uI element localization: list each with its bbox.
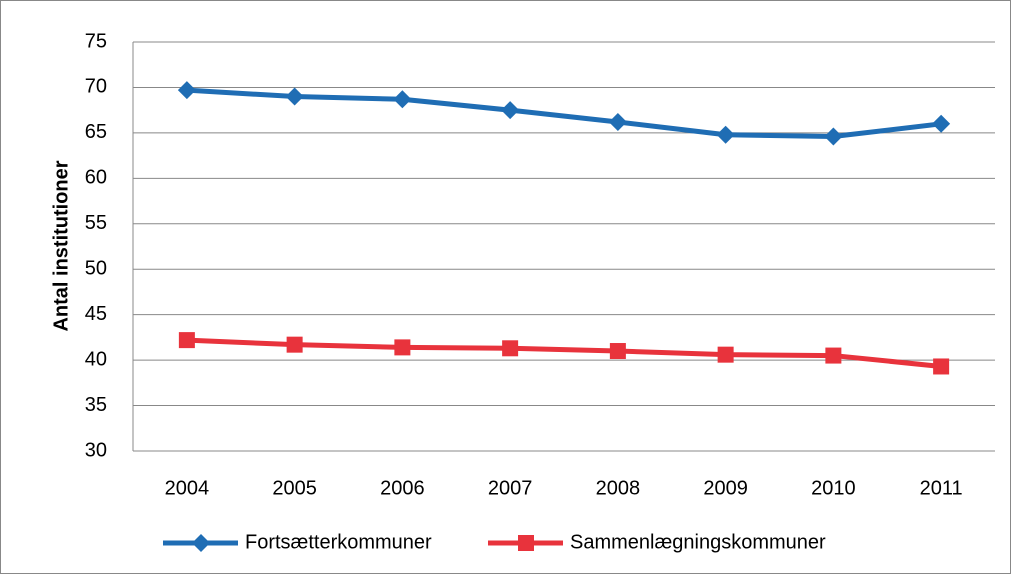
y-tick-label: 35: [85, 394, 107, 416]
y-tick-label: 50: [85, 258, 107, 280]
data-point: [933, 358, 950, 375]
x-tick-label: 2004: [165, 477, 210, 499]
x-tick-label: 2006: [380, 477, 425, 499]
data-point: [717, 346, 734, 363]
data-point: [609, 343, 626, 360]
legend-label: Sammenlægningskommuner: [570, 531, 826, 553]
x-tick-label: 2010: [811, 477, 856, 499]
data-point: [177, 81, 196, 100]
data-point: [286, 336, 303, 353]
data-point: [716, 125, 735, 144]
data-point: [932, 114, 951, 133]
x-tick-label: 2009: [703, 477, 748, 499]
data-point: [608, 112, 627, 131]
legend-label: Fortsætterkommuner: [245, 531, 432, 553]
x-tick-label: 2008: [596, 477, 641, 499]
x-tick-label: 2005: [272, 477, 317, 499]
data-point: [394, 339, 411, 356]
y-axis-label: Antal institutioner: [50, 160, 72, 331]
data-point: [825, 347, 842, 364]
data-point: [502, 340, 519, 357]
data-point: [824, 127, 843, 146]
y-tick-label: 60: [85, 167, 107, 189]
y-tick-label: 70: [85, 76, 107, 98]
y-tick-label: 40: [85, 348, 107, 370]
series-line: [186, 87, 942, 140]
y-tick-label: 30: [85, 439, 107, 461]
y-tick-label: 75: [85, 30, 107, 52]
data-point: [285, 87, 304, 106]
data-point: [178, 332, 195, 349]
data-point: [501, 101, 520, 120]
y-tick-label: 45: [85, 303, 107, 325]
data-point: [393, 90, 412, 109]
x-tick-label: 2011: [920, 477, 963, 499]
x-tick-label: 2007: [488, 477, 533, 499]
legend-marker: [518, 535, 534, 551]
series-line: [186, 337, 942, 369]
y-tick-label: 55: [85, 212, 107, 234]
legend-marker: [192, 534, 210, 552]
y-tick-label: 65: [85, 121, 107, 143]
